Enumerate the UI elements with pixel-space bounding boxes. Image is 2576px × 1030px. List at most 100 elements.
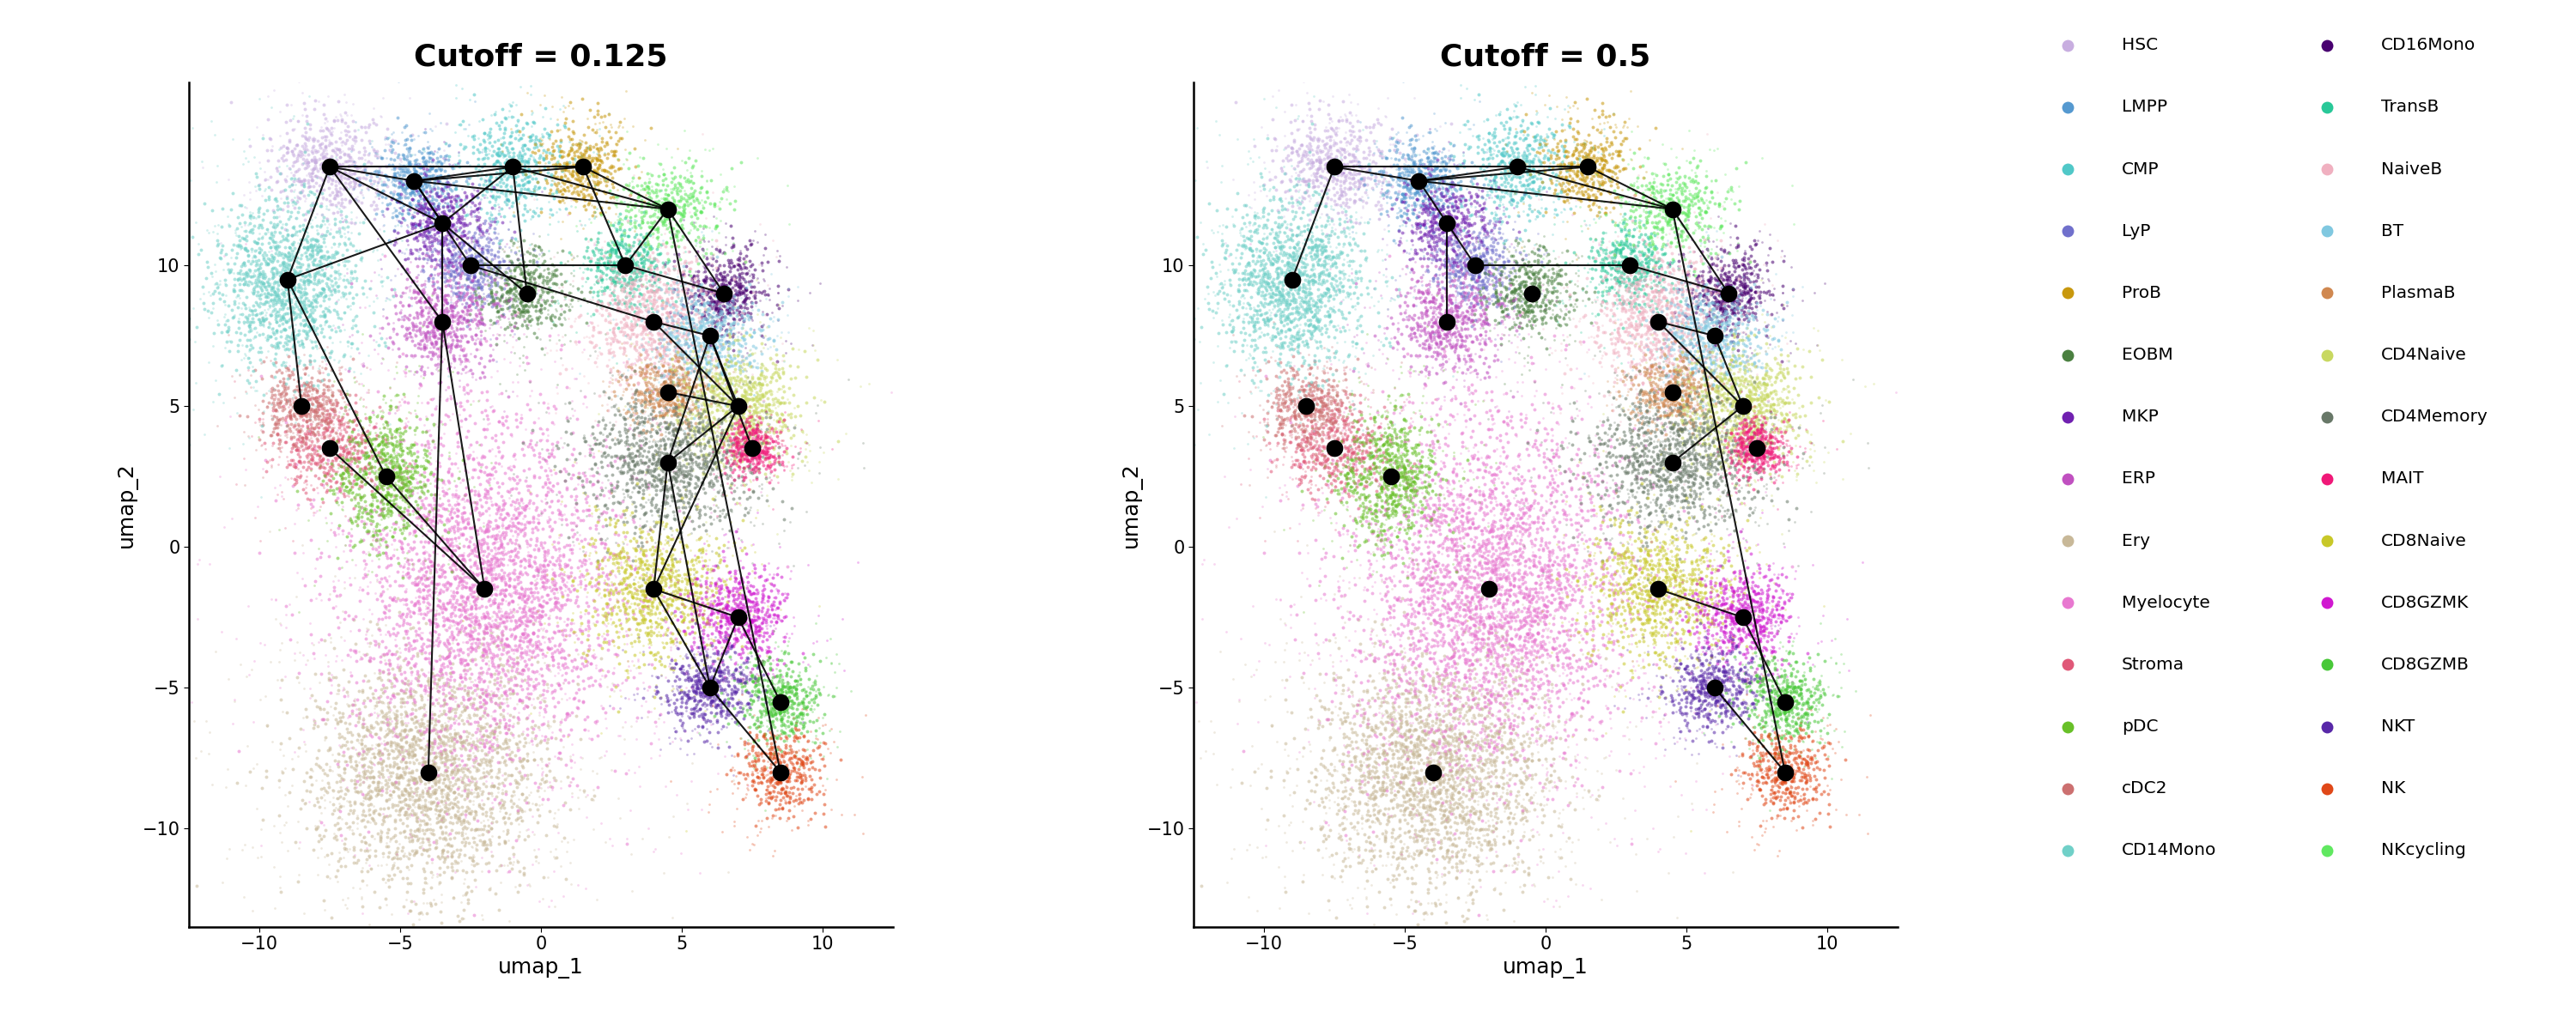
- Point: [654, 426, 696, 443]
- Point: [376, 488, 417, 505]
- Point: [626, 278, 667, 295]
- Point: [399, 325, 440, 342]
- Point: [1391, 261, 1432, 277]
- Point: [739, 423, 781, 440]
- Point: [1352, 796, 1394, 813]
- Point: [1690, 194, 1731, 210]
- Point: [1502, 740, 1543, 756]
- Point: [1749, 745, 1790, 761]
- Point: [1476, 169, 1517, 185]
- Point: [1394, 205, 1435, 221]
- Point: [613, 647, 654, 663]
- Point: [667, 486, 708, 503]
- Point: [1466, 266, 1507, 282]
- Point: [647, 366, 688, 382]
- Point: [471, 294, 513, 310]
- Point: [299, 549, 340, 565]
- Point: [677, 273, 719, 289]
- Point: [1615, 301, 1656, 317]
- Point: [507, 159, 549, 175]
- Point: [1721, 661, 1762, 678]
- Point: [487, 192, 528, 208]
- Point: [1687, 466, 1728, 482]
- Point: [489, 649, 531, 665]
- Point: [1507, 633, 1548, 650]
- Point: [1412, 210, 1453, 227]
- Point: [605, 448, 647, 465]
- Point: [1728, 678, 1770, 694]
- Point: [1406, 830, 1448, 847]
- Point: [1767, 723, 1808, 740]
- Point: [335, 762, 376, 779]
- Point: [1327, 466, 1368, 482]
- Point: [1602, 271, 1643, 287]
- Point: [1417, 180, 1458, 197]
- Point: [1749, 460, 1790, 477]
- Point: [1734, 409, 1775, 425]
- Point: [698, 591, 739, 608]
- Point: [680, 369, 721, 385]
- Point: [1512, 668, 1553, 685]
- Point: [768, 761, 809, 778]
- Point: [386, 271, 428, 287]
- Point: [1664, 404, 1705, 420]
- Point: [703, 421, 744, 438]
- Point: [1324, 747, 1365, 763]
- Point: [412, 500, 453, 516]
- Point: [1654, 345, 1695, 362]
- Point: [618, 517, 659, 534]
- Point: [1618, 140, 1659, 157]
- Point: [533, 539, 574, 555]
- Point: [1625, 523, 1667, 540]
- Point: [1767, 762, 1808, 779]
- Point: [1759, 801, 1801, 818]
- Point: [175, 318, 216, 335]
- Point: [1463, 739, 1504, 755]
- Point: [1664, 437, 1705, 453]
- Point: [1422, 443, 1463, 459]
- Point: [667, 468, 708, 484]
- Point: [273, 167, 314, 183]
- Point: [1638, 284, 1680, 301]
- Point: [1471, 265, 1512, 281]
- Point: [489, 184, 531, 201]
- Point: [477, 769, 518, 786]
- Point: [1582, 175, 1623, 192]
- Point: [1404, 791, 1445, 808]
- Point: [618, 317, 659, 334]
- Point: [690, 222, 732, 239]
- Point: [1247, 416, 1288, 433]
- Point: [1473, 566, 1515, 583]
- Point: [487, 687, 528, 703]
- Point: [1582, 291, 1623, 308]
- Point: [1306, 666, 1347, 683]
- Point: [1260, 289, 1301, 306]
- Point: [412, 218, 453, 235]
- Point: [1399, 459, 1440, 476]
- Point: [1664, 359, 1705, 376]
- Point: [489, 564, 531, 581]
- Point: [1685, 664, 1726, 681]
- Point: [556, 524, 598, 541]
- Point: [1381, 208, 1422, 225]
- Point: [1257, 733, 1298, 750]
- Point: [1571, 261, 1613, 277]
- Point: [690, 678, 732, 694]
- Point: [1566, 473, 1607, 489]
- Point: [1739, 459, 1780, 476]
- Point: [1388, 457, 1430, 474]
- Point: [1770, 772, 1811, 789]
- Point: [799, 720, 840, 736]
- Point: [1388, 150, 1430, 167]
- Point: [621, 268, 662, 284]
- Point: [799, 652, 840, 668]
- Point: [1466, 728, 1507, 745]
- Point: [392, 832, 433, 849]
- Point: [482, 289, 523, 306]
- Point: [1574, 519, 1615, 536]
- Point: [286, 131, 327, 147]
- Point: [319, 266, 361, 282]
- Point: [1381, 656, 1422, 673]
- Point: [551, 247, 592, 264]
- Point: [350, 413, 392, 430]
